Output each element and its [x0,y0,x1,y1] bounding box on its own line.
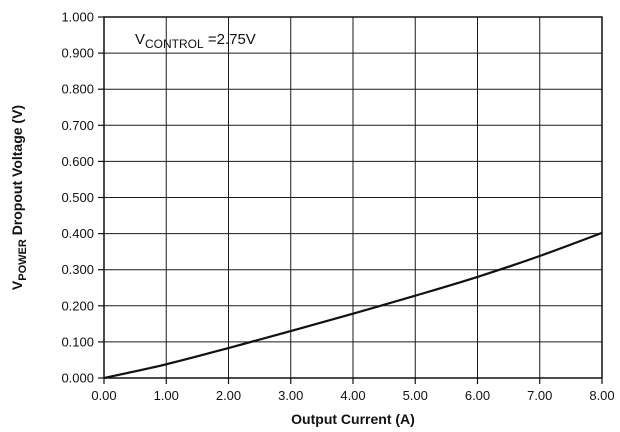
x-axis-tick-labels: 0.00 1.00 2.00 3.00 4.00 5.00 6.00 7.00 8.00 [91,378,615,403]
annotation-prefix: V [135,31,145,48]
y-tick-label: 1.000 [61,10,94,25]
y-tick-label: 0.500 [61,190,94,205]
y-tick-label: 0.700 [61,118,94,133]
y-label-suffix: Dropout Voltage (V) [9,105,25,239]
x-tick-label: 3.00 [278,388,303,403]
y-label-prefix: V [9,280,25,290]
y-axis-label: VPOWER Dropout Voltage (V) [9,105,29,290]
y-tick-label: 0.800 [61,82,94,97]
x-tick-label: 6.00 [465,388,490,403]
x-tick-label: 4.00 [340,388,365,403]
y-tick-label: 0.000 [61,371,94,386]
x-tick-label: 5.00 [403,388,428,403]
grid-lines [103,16,603,379]
y-tick-label: 0.900 [61,46,94,61]
y-axis-tick-labels: 0.000 0.100 0.200 0.300 0.400 0.500 0.600 0.700… [61,10,104,386]
y-tick-label: 0.400 [61,226,94,241]
x-axis-label: Output Current (A) [291,411,415,427]
condition-annotation: VCONTROL =2.75V [135,31,256,51]
series-line [103,231,603,380]
y-label-subscript: POWER [17,239,29,281]
x-tick-label: 8.00 [589,388,614,403]
x-tick-label: 7.00 [527,388,552,403]
x-tick-label: 2.00 [216,388,241,403]
y-tick-label: 0.100 [61,334,94,349]
x-tick-label: 1.00 [154,388,179,403]
y-tick-label: 0.200 [61,298,94,313]
annotation-suffix: =2.75V [204,31,256,48]
x-tick-label: 0.00 [91,388,116,403]
y-tick-label: 0.300 [61,262,94,277]
y-tick-label: 0.600 [61,154,94,169]
annotation-subscript: CONTROL [145,37,204,51]
